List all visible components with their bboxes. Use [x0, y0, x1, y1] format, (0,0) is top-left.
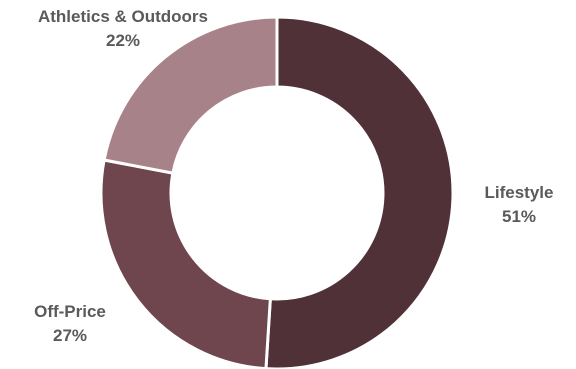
label-off-price-name: Off-Price [34, 302, 106, 321]
label-lifestyle-value: 51% [502, 207, 536, 226]
slice-off-price [99, 158, 272, 369]
label-athletics-outdoors-value: 22% [106, 31, 140, 50]
donut-slices [99, 15, 455, 369]
label-athletics-outdoors-name: Athletics & Outdoors [38, 7, 208, 26]
slice-athletics-outdoors [102, 15, 279, 175]
label-off-price-value: 27% [53, 326, 87, 345]
label-lifestyle-name: Lifestyle [485, 183, 554, 202]
slice-lifestyle [264, 15, 455, 369]
label-lifestyle: Lifestyle 51% [485, 183, 554, 226]
label-off-price: Off-Price 27% [34, 302, 106, 345]
label-athletics-outdoors: Athletics & Outdoors 22% [38, 7, 208, 50]
